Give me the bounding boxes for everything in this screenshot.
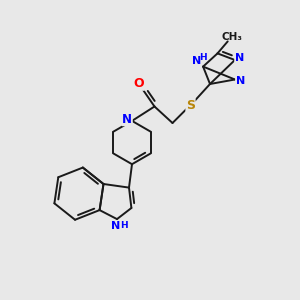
Text: N: N — [236, 76, 245, 86]
Text: N: N — [235, 52, 244, 63]
Text: H: H — [120, 221, 128, 230]
Text: CH₃: CH₃ — [221, 32, 242, 43]
Text: N: N — [122, 112, 132, 126]
Text: N: N — [192, 56, 201, 66]
Text: O: O — [134, 77, 144, 90]
Text: N: N — [111, 221, 120, 231]
Text: S: S — [186, 98, 195, 112]
Text: H: H — [199, 53, 207, 62]
